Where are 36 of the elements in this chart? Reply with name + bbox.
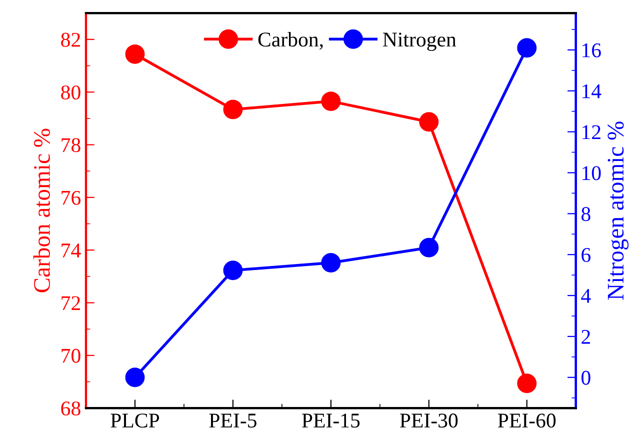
legend-label: Nitrogen xyxy=(382,32,456,51)
y2-tick-label: 12 xyxy=(582,125,600,140)
x-tick-label: PEI-30 xyxy=(400,414,458,428)
x-tick-label: PEI-5 xyxy=(209,414,256,428)
point xyxy=(419,238,439,258)
y-tick-label: 72 xyxy=(62,296,80,310)
point xyxy=(321,92,341,112)
point xyxy=(223,260,243,280)
y2-tick-label: 6 xyxy=(582,248,591,262)
point xyxy=(125,368,145,388)
y2-tick-label: 10 xyxy=(582,166,601,180)
y-tick-label: 78 xyxy=(62,138,80,152)
point xyxy=(419,112,439,132)
x-tick-label: PLCP xyxy=(110,414,160,428)
y2-tick-label: 4 xyxy=(581,289,591,303)
y2-axis-title: Nitrogen atomic % xyxy=(608,122,629,300)
y-tick-label: 76 xyxy=(62,190,81,205)
y-tick-label: 80 xyxy=(61,85,80,100)
x-tick-label: PEI-60 xyxy=(498,414,556,428)
point xyxy=(517,38,537,58)
legend-label: Carbon, xyxy=(258,32,323,50)
point xyxy=(223,100,243,120)
y-tick-label: 68 xyxy=(61,401,80,416)
y2-tick-label: 16 xyxy=(582,43,601,58)
y2-tick-label: 2 xyxy=(582,330,590,344)
y-tick-label: 74 xyxy=(62,244,81,258)
y-axis-title: Carbon atomic % xyxy=(33,128,50,292)
y-tick-label: 82 xyxy=(61,32,80,47)
y2-tick-label: 0 xyxy=(582,370,590,385)
point xyxy=(125,44,145,64)
point xyxy=(517,374,537,394)
y2-tick-label: 8 xyxy=(582,207,590,222)
y2-tick-label: 14 xyxy=(582,84,602,98)
y-tick-label: 70 xyxy=(62,348,80,363)
point xyxy=(321,253,341,272)
x-tick-label: PEI-15 xyxy=(302,414,360,428)
